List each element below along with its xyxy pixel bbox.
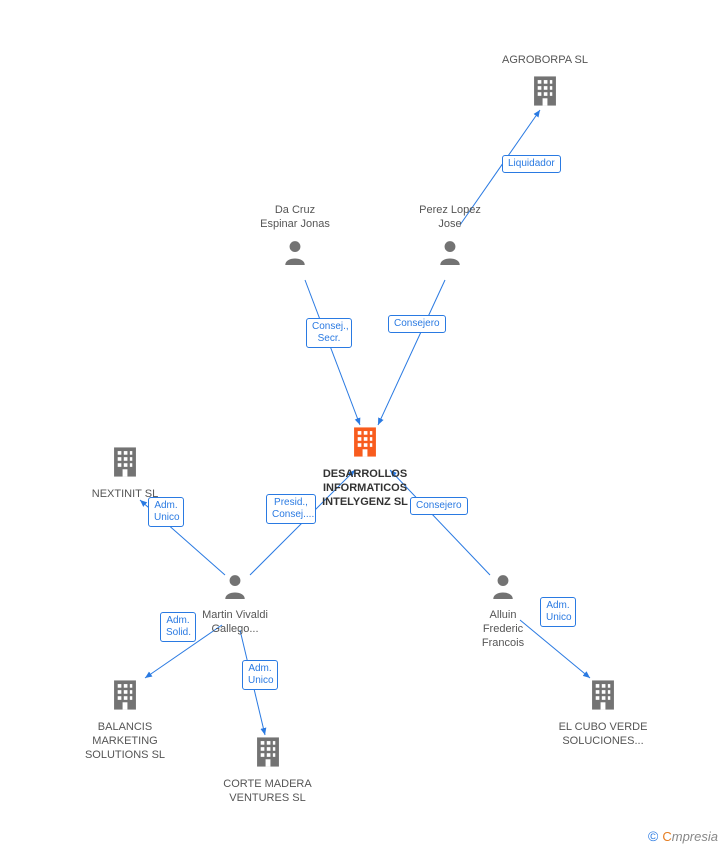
node-label: Martin Vivaldi Gallego... [200, 609, 270, 637]
edge-label-consejero-2: Consejero [410, 497, 468, 515]
edge-label-liquidador: Liquidador [502, 155, 561, 173]
node-alluin[interactable]: Alluin Frederic Francois [468, 572, 538, 650]
node-martin[interactable]: Martin Vivaldi Gallego... [200, 572, 270, 637]
node-center-company[interactable]: DESARROLLOS INFORMATICOS INTELYGENZ SL [310, 425, 420, 509]
node-cubo[interactable]: EL CUBO VERDE SOLUCIONES... [548, 678, 658, 749]
node-nextinit[interactable]: NEXTINIT SL [80, 445, 170, 502]
building-icon [588, 678, 618, 712]
edge-label-adm-unico-3: Adm. Unico [540, 597, 576, 627]
building-icon [350, 425, 380, 459]
node-perez[interactable]: Perez Lopez Jose [410, 200, 490, 271]
edge-label-presid: Presid., Consej.... [266, 494, 316, 524]
building-icon [110, 445, 140, 479]
brand-c: C [662, 829, 671, 844]
node-dacruz[interactable]: Da Cruz Espinar Jonas [260, 200, 330, 271]
node-label: Da Cruz Espinar Jonas [260, 204, 330, 232]
node-label: AGROBORPA SL [490, 54, 600, 68]
node-agroborpa[interactable]: AGROBORPA SL [490, 50, 600, 113]
node-corte[interactable]: CORTE MADERA VENTURES SL [220, 735, 315, 806]
node-label: Alluin Frederic Francois [468, 609, 538, 650]
node-label: EL CUBO VERDE SOLUCIONES... [548, 721, 658, 749]
building-icon [530, 74, 560, 108]
edge-label-adm-unico-1: Adm. Unico [148, 497, 184, 527]
person-icon [282, 238, 308, 266]
person-icon [490, 572, 516, 600]
edge-label-consejero-1: Consejero [388, 315, 446, 333]
node-label: CORTE MADERA VENTURES SL [220, 778, 315, 806]
edge-label-adm-solid: Adm. Solid. [160, 612, 196, 642]
node-balancis[interactable]: BALANCIS MARKETING SOLUTIONS SL [75, 678, 175, 762]
building-icon [253, 735, 283, 769]
person-icon [222, 572, 248, 600]
person-icon [437, 238, 463, 266]
edge-label-adm-unico-2: Adm. Unico [242, 660, 278, 690]
node-label: DESARROLLOS INFORMATICOS INTELYGENZ SL [310, 468, 420, 509]
node-label: BALANCIS MARKETING SOLUTIONS SL [75, 721, 175, 762]
brand-rest: mpresia [672, 829, 718, 844]
footer-brand: © Cmpresia [648, 828, 718, 844]
building-icon [110, 678, 140, 712]
copyright-symbol: © [648, 828, 658, 844]
edge-label-consej-secr: Consej., Secr. [306, 318, 352, 348]
diagram-canvas: DESARROLLOS INFORMATICOS INTELYGENZ SL A… [0, 0, 728, 850]
node-label: Perez Lopez Jose [410, 204, 490, 232]
